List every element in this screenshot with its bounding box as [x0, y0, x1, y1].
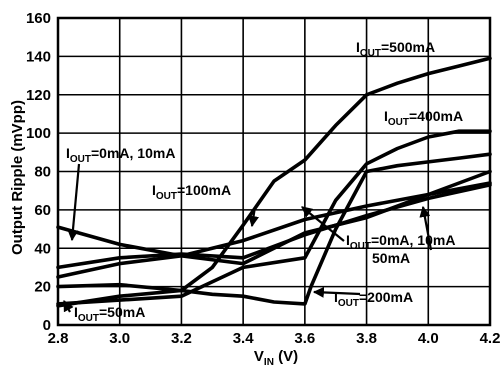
y-tick-label: 20	[34, 279, 51, 296]
y-tick-label: 160	[26, 10, 51, 27]
x-tick-label: 3.6	[294, 330, 315, 347]
x-tick-label: 3.2	[171, 330, 192, 347]
y-axis-title: Output Ripple (mVpp)	[9, 100, 26, 255]
series-line-2	[56, 152, 492, 306]
y-tick-label: 80	[34, 164, 51, 181]
x-tick-label: 2.8	[48, 330, 69, 347]
y-tick-label: 60	[34, 202, 51, 219]
series-line-5	[56, 169, 492, 266]
y-tick-label: 100	[26, 125, 51, 142]
x-tick-label: 3.0	[109, 330, 130, 347]
annotation-label-7: IOUT=50mA	[74, 304, 145, 324]
annotation-arrow	[248, 206, 259, 228]
x-axis-title: VIN (V)	[254, 348, 298, 368]
annotation-arrow	[67, 163, 81, 242]
annotation-label-2: IOUT=0mA, 10mA	[66, 145, 175, 165]
annotation-label-1: IOUT=400mA	[384, 108, 463, 128]
x-tick-label: 4.0	[418, 330, 439, 347]
x-tick-label: 3.4	[233, 330, 255, 347]
annotation-arrow	[63, 300, 74, 313]
annotation-label-3: IOUT=100mA	[152, 182, 231, 202]
x-tick-label: 3.8	[356, 330, 377, 347]
y-tick-label: 120	[26, 87, 51, 104]
y-tick-label: 0	[43, 317, 51, 334]
y-tick-label: 140	[26, 48, 51, 65]
annotation-label-6: IOUT=200mA	[334, 289, 413, 309]
annotation-arrow	[312, 286, 361, 298]
annotation-label-0: IOUT=500mA	[356, 39, 435, 59]
y-tick-label: 40	[34, 240, 51, 257]
annotation-arrow	[419, 205, 433, 251]
annotation-label-5: 50mA	[372, 250, 410, 266]
annotation-label-4: IOUT=0mA, 10mA	[346, 232, 455, 252]
x-tick-label: 4.2	[480, 330, 501, 347]
annotation-arrow	[301, 206, 345, 242]
series-line-3	[56, 181, 492, 279]
